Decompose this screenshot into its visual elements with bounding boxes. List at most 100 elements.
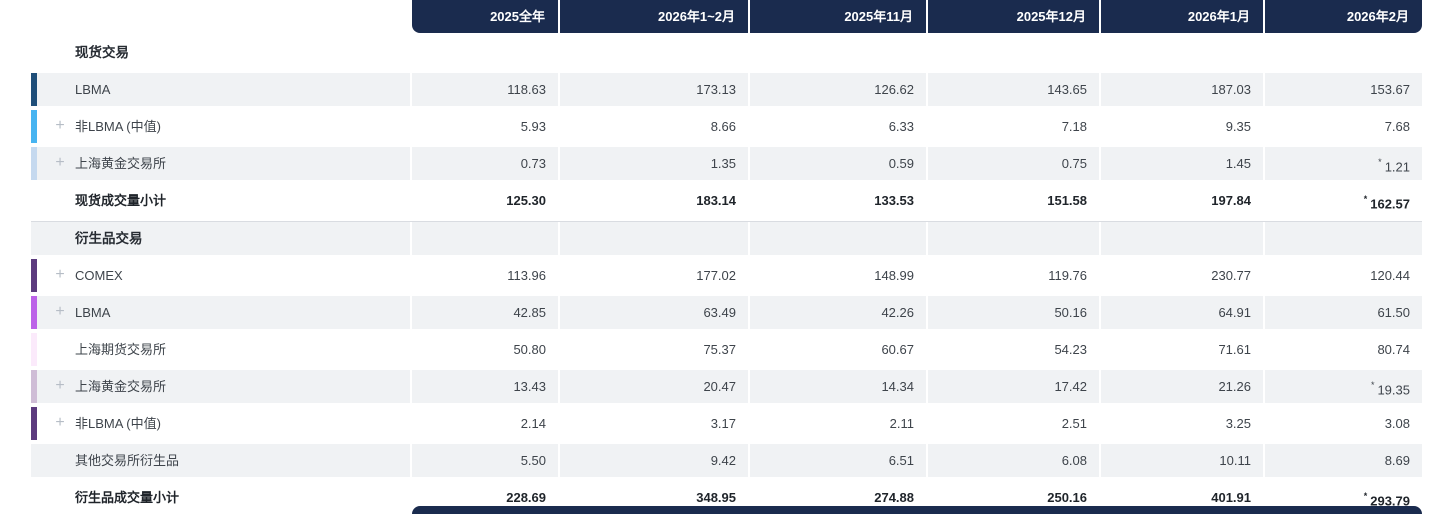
footnote-asterisk: *	[1363, 194, 1368, 204]
expand-plus-icon[interactable]: +	[55, 266, 65, 283]
footnote-asterisk: *	[1370, 380, 1375, 390]
value-cell	[1265, 222, 1422, 255]
value-cell: 7.18	[1061, 119, 1087, 134]
row-label: LBMA	[75, 82, 111, 97]
row-label-cell: + 非LBMA (中值)	[31, 407, 410, 440]
expand-plus-icon[interactable]: +	[55, 154, 65, 171]
row-label-cell: 现货交易	[31, 36, 410, 69]
row-label-cell: + LBMA	[31, 296, 410, 329]
table-row: LBMA 118.63 173.13 126.62 143.65 187.03 153.67	[31, 73, 1422, 106]
row-label-cell: LBMA	[31, 73, 410, 106]
value-cell: 8.69	[1265, 444, 1422, 477]
value-cell: 9.35	[1225, 119, 1251, 134]
row-label-cell: 上海期货交易所	[31, 333, 410, 366]
subtotal-row: 现货成交量小计 125.30 183.14 133.53 151.58 197.84 * 16…	[31, 184, 1422, 217]
value-cell: 3.08	[1384, 416, 1410, 431]
value-cell: 5.93	[520, 119, 546, 134]
header-row: 2025全年 2026年1~2月 2025年11月 2025年12月 2026年1月 20…	[412, 0, 1422, 33]
row-label-cell: + 上海黄金交易所	[31, 370, 410, 403]
row-label: 上海黄金交易所	[75, 156, 167, 171]
value-cell: 120.44	[1370, 268, 1410, 283]
category-color-bar	[31, 110, 37, 143]
value-cell	[560, 36, 748, 69]
table-row: + LBMA 42.85 63.49 42.26 50.16 64.91 61.50	[31, 296, 1422, 329]
value-cell: 126.62	[750, 73, 926, 106]
value-cell: 54.23	[1054, 342, 1087, 357]
row-label: 上海期货交易所	[75, 342, 167, 357]
value-cell: 8.66	[710, 119, 736, 134]
value-cell: 2.11	[889, 416, 914, 431]
value-cell	[412, 36, 558, 69]
value-cell: * 293.79	[1363, 491, 1410, 509]
value-cell: 17.42	[928, 370, 1099, 403]
value-cell: 10.11	[1101, 444, 1263, 477]
row-label-cell: + 上海黄金交易所	[31, 147, 410, 180]
value-cell: 3.25	[1225, 416, 1251, 431]
value-cell: 230.77	[1211, 268, 1251, 283]
table-body: 现货交易 LBMA 118.63 173.13 126.62 143.65 187.03 15…	[31, 36, 1422, 514]
value-cell: 42.26	[750, 296, 926, 329]
value-cell: 153.67	[1265, 73, 1422, 106]
row-label: 衍生品交易	[75, 231, 143, 246]
table-row: 其他交易所衍生品 5.50 9.42 6.51 6.08 10.11 8.69	[31, 444, 1422, 477]
column-header: 2026年1月	[1101, 0, 1263, 33]
value-cell	[928, 222, 1099, 255]
value-cell: 6.33	[888, 119, 914, 134]
value-cell: 5.50	[412, 444, 558, 477]
section-row: 衍生品交易	[31, 221, 1422, 255]
row-label: 非LBMA (中值)	[75, 119, 161, 134]
next-table-header-edge	[412, 506, 1422, 514]
row-label: 上海黄金交易所	[75, 379, 167, 394]
value-cell: 1.45	[1101, 147, 1263, 180]
subtotal-row: 衍生品成交量小计 228.69 348.95 274.88 250.16 401.91 * 2…	[31, 481, 1422, 514]
value-cell: 50.16	[928, 296, 1099, 329]
value-cell: 118.63	[412, 73, 558, 106]
expand-plus-icon[interactable]: +	[55, 117, 65, 134]
value-cell: 61.50	[1265, 296, 1422, 329]
value-cell	[928, 36, 1099, 69]
value-cell: 348.95	[696, 490, 736, 505]
value-cell	[1101, 222, 1263, 255]
value-cell: 143.65	[928, 73, 1099, 106]
section-row: 现货交易	[31, 36, 1422, 69]
value-cell: 401.91	[1211, 490, 1251, 505]
row-label: 其他交易所衍生品	[75, 453, 180, 468]
row-label-cell: 其他交易所衍生品	[31, 444, 410, 477]
expand-plus-icon[interactable]: +	[55, 303, 65, 320]
value-cell: * 162.57	[1363, 194, 1410, 212]
value-cell: 125.30	[506, 193, 546, 208]
footnote-asterisk: *	[1378, 157, 1382, 167]
value-cell: * 1.21	[1265, 147, 1422, 180]
value-cell	[560, 222, 748, 255]
row-label-cell: 衍生品交易	[31, 222, 410, 255]
row-label-cell: + 非LBMA (中值)	[31, 110, 410, 143]
value-cell: 20.47	[560, 370, 748, 403]
value-cell: 197.84	[1211, 193, 1251, 208]
table-row: 上海期货交易所 50.80 75.37 60.67 54.23 71.61 80.74	[31, 333, 1422, 366]
value-cell	[750, 222, 926, 255]
column-header: 2026年1~2月	[560, 0, 748, 33]
table-row: + COMEX 113.96 177.02 148.99 119.76 230.77 120.…	[31, 259, 1422, 292]
expand-plus-icon[interactable]: +	[55, 377, 65, 394]
value-cell: 2.51	[1061, 416, 1087, 431]
value-cell: 151.58	[1047, 193, 1087, 208]
value-cell: 3.17	[710, 416, 736, 431]
category-color-bar	[31, 333, 37, 366]
category-color-bar	[31, 296, 37, 329]
value-cell: 0.73	[412, 147, 558, 180]
value-cell	[750, 36, 926, 69]
expand-plus-icon[interactable]: +	[55, 414, 65, 431]
value-cell	[412, 222, 558, 255]
row-label: 非LBMA (中值)	[75, 416, 161, 431]
value-cell: 7.68	[1384, 119, 1410, 134]
row-label-cell: 现货成交量小计	[31, 184, 410, 217]
value-cell: 183.14	[696, 193, 736, 208]
row-label-cell: + COMEX	[31, 259, 410, 292]
category-color-bar	[31, 147, 37, 180]
value-cell: 177.02	[696, 268, 736, 283]
row-label: LBMA	[75, 305, 111, 320]
value-cell: 13.43	[412, 370, 558, 403]
value-cell: 14.34	[750, 370, 926, 403]
value-cell: 75.37	[703, 342, 736, 357]
